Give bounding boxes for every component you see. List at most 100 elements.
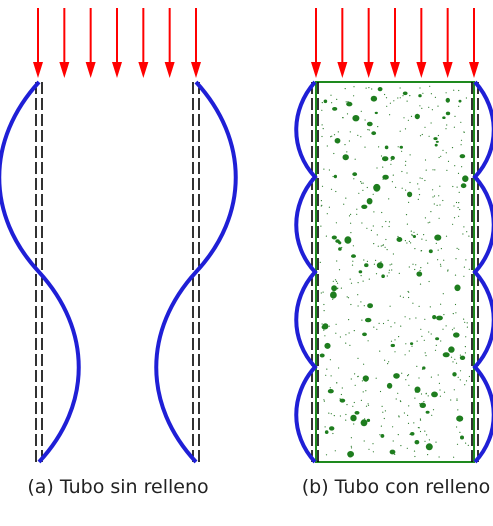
- sand-speckle: [376, 328, 378, 330]
- sand-speckle: [357, 305, 359, 307]
- sand-speckle: [424, 318, 426, 320]
- sand-speckle: [459, 370, 462, 372]
- sand-speckle: [464, 321, 466, 323]
- sand-speckle: [463, 275, 465, 277]
- sand-speckle: [457, 206, 459, 209]
- sand-speckle: [346, 151, 348, 153]
- sand-speckle: [465, 442, 467, 444]
- aggregate-particle: [425, 443, 433, 451]
- sand-speckle: [360, 301, 362, 303]
- sand-speckle: [336, 98, 338, 100]
- aggregate-particle: [407, 191, 413, 198]
- sand-speckle: [407, 374, 410, 376]
- sand-speckle: [419, 418, 421, 420]
- sand-speckle: [354, 384, 356, 386]
- sand-speckle: [418, 377, 420, 379]
- sand-speckle: [388, 221, 391, 223]
- aggregate-particle: [332, 107, 338, 111]
- sand-speckle: [357, 375, 359, 377]
- sand-speckle: [320, 225, 322, 227]
- aggregate-particle: [434, 143, 438, 147]
- sand-speckle: [466, 231, 468, 233]
- sand-speckle: [384, 246, 386, 248]
- sand-speckle: [439, 263, 442, 265]
- sand-speckle: [411, 345, 413, 347]
- sand-speckle: [442, 199, 444, 202]
- aggregate-particle: [381, 274, 385, 279]
- sand-speckle: [455, 362, 458, 364]
- sand-speckle: [353, 178, 355, 180]
- sand-speckle: [428, 135, 430, 137]
- sand-speckle: [386, 105, 388, 107]
- sand-speckle: [391, 263, 393, 265]
- sand-speckle: [328, 412, 330, 414]
- aggregate-particle: [435, 337, 440, 341]
- sand-speckle: [366, 227, 368, 229]
- sand-speckle: [348, 215, 351, 217]
- sand-speckle: [408, 266, 410, 268]
- sand-speckle: [386, 275, 388, 277]
- sand-speckle: [344, 144, 346, 146]
- sand-speckle: [397, 235, 399, 238]
- sand-speckle: [437, 374, 439, 376]
- sand-speckle: [391, 269, 393, 271]
- aggregate-particle: [402, 91, 408, 96]
- sand-speckle: [424, 430, 426, 432]
- aggregate-particle: [347, 451, 354, 458]
- sand-speckle: [389, 305, 391, 307]
- sand-speckle: [321, 109, 323, 111]
- sand-speckle: [365, 87, 367, 89]
- sand-speckle: [437, 105, 439, 107]
- sand-speckle: [421, 107, 423, 109]
- sand-speckle: [335, 222, 337, 224]
- sand-speckle: [368, 87, 370, 89]
- buckled-wall-left-b: [294, 80, 318, 464]
- sand-speckle: [429, 85, 431, 87]
- sand-speckle: [356, 208, 358, 210]
- sand-speckle: [418, 188, 420, 190]
- sand-speckle: [384, 410, 386, 412]
- sand-speckle: [321, 102, 323, 104]
- sand-speckle: [385, 238, 387, 241]
- sand-speckle: [415, 264, 417, 266]
- load-arrow-head: [416, 62, 427, 78]
- aggregate-particle: [334, 138, 341, 144]
- aggregate-particle: [324, 430, 329, 434]
- sand-speckle: [408, 201, 410, 203]
- aggregate-particle: [367, 303, 373, 309]
- aggregate-particle: [460, 183, 467, 189]
- sand-speckle: [446, 169, 448, 171]
- sand-speckle: [325, 374, 327, 376]
- sand-speckle: [454, 274, 457, 276]
- aggregate-particle: [442, 352, 450, 358]
- sand-speckle: [430, 93, 432, 95]
- sand-speckle: [450, 399, 452, 401]
- sand-speckle: [389, 102, 391, 104]
- sand-speckle: [419, 105, 421, 107]
- sand-speckle: [409, 181, 411, 184]
- sand-speckle: [440, 340, 442, 342]
- sand-speckle: [321, 323, 323, 325]
- sand-speckle: [466, 322, 468, 324]
- sand-speckle: [335, 190, 337, 193]
- sand-speckle: [421, 133, 423, 136]
- aggregate-particle: [389, 449, 396, 455]
- sand-speckle: [400, 325, 402, 327]
- aggregate-particle: [338, 247, 342, 251]
- sand-speckle: [362, 391, 364, 393]
- sand-speckle: [331, 102, 333, 104]
- sand-speckle: [372, 225, 374, 227]
- sand-speckle: [424, 126, 426, 128]
- sand-speckle: [418, 427, 420, 429]
- sand-speckle: [451, 147, 454, 149]
- sand-speckle: [384, 93, 386, 96]
- sand-speckle: [399, 87, 401, 89]
- sand-speckle: [367, 403, 369, 405]
- sand-speckle: [454, 165, 456, 167]
- sand-speckle: [330, 136, 332, 138]
- sand-speckle: [463, 226, 465, 228]
- sand-speckle: [343, 203, 345, 205]
- sand-speckle: [416, 365, 418, 367]
- load-arrow-head: [85, 62, 96, 78]
- caption-filled-tube: (b) Tubo con relleno: [301, 476, 491, 498]
